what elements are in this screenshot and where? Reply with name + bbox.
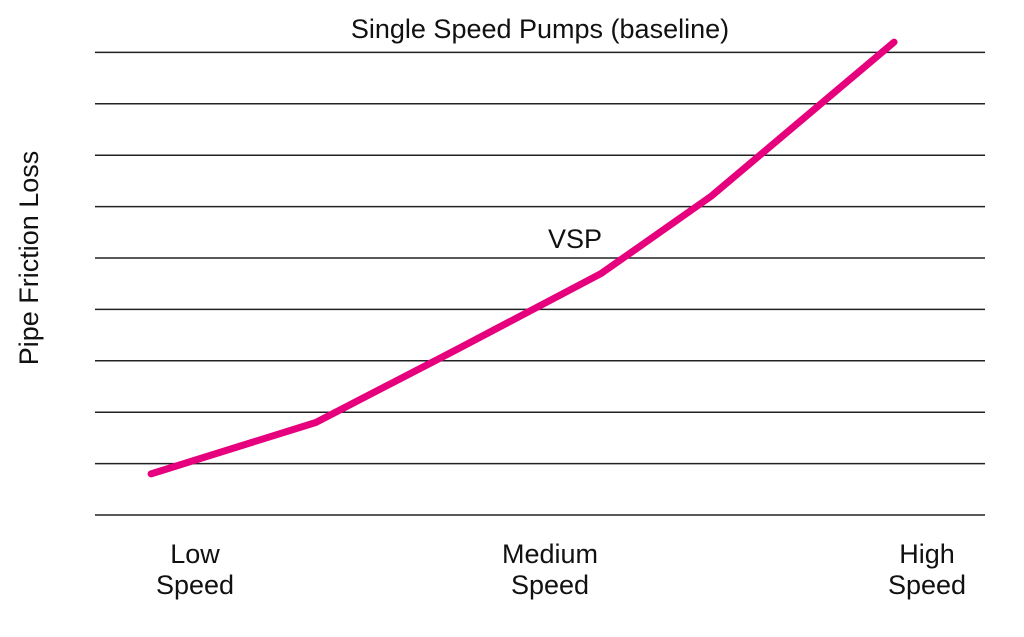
series-label-vsp: VSP — [548, 224, 602, 254]
baseline-annotation: Single Speed Pumps (baseline) — [351, 14, 729, 44]
x-tick-label-line: Medium — [502, 539, 598, 569]
x-tick-label: High Speed — [888, 539, 966, 600]
x-tick-label: Medium Speed — [502, 539, 598, 600]
x-tick-label: Low Speed — [156, 539, 234, 600]
x-tick-label-line: Speed — [156, 570, 234, 600]
x-tick-label-line: Low — [170, 539, 220, 569]
x-tick-label-line: High — [899, 539, 955, 569]
x-tick-label-line: Speed — [511, 570, 589, 600]
series-line-vsp — [147, 38, 898, 478]
x-tick-label-line: Speed — [888, 570, 966, 600]
y-axis-label: Pipe Friction Loss — [14, 151, 44, 366]
gridlines — [95, 51, 985, 516]
